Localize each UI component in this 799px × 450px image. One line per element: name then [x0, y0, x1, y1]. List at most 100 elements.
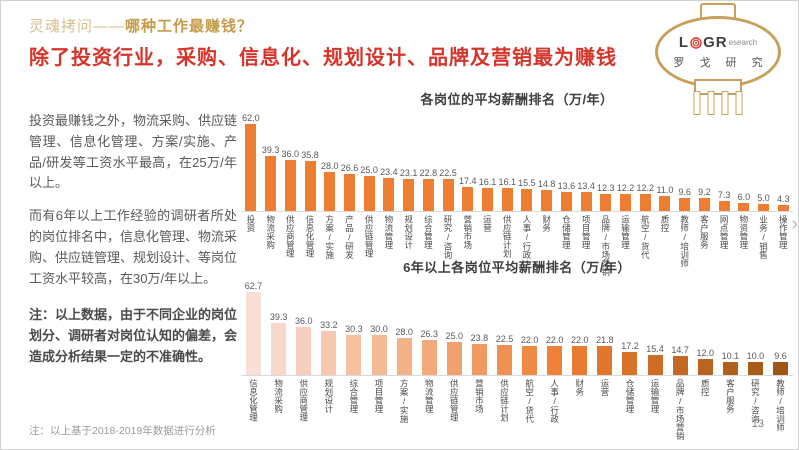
chevron-right-icon[interactable]: › — [791, 213, 798, 235]
category-label: 运营 — [482, 215, 493, 232]
bar-column: 9.6 — [675, 186, 695, 211]
eyebrow-title: 灵魂拷问——哪种工作最赚钱？ — [29, 15, 253, 36]
bar-column: 15.5 — [517, 177, 537, 211]
bar — [346, 334, 362, 375]
bar-column: 10.0 — [743, 350, 768, 375]
bar-column: 23.1 — [399, 167, 419, 211]
category-label: 供应商管理 — [285, 215, 296, 258]
bar-value-label: 9.6 — [678, 186, 691, 197]
logo-logresearch: L GR esearch 罗 戈 研 究 — [652, 3, 784, 115]
bar-column: 62.7 — [241, 280, 266, 375]
commentary-paragraph-1: 投资最赚钱之外，物流采购、供应链管理、信息化管理、方案/实施、产品/研发等工资水… — [29, 113, 238, 191]
bar — [296, 327, 312, 375]
category-label: 客户服务 — [725, 379, 736, 413]
bar-value-label: 14.7 — [671, 344, 689, 355]
category-label: 综合管理 — [348, 379, 359, 413]
bar-column: 30.0 — [366, 323, 391, 375]
commentary-paragraph-2: 而有6年以上工作经验的调研者所处的岗位排名中，信息化管理、物流采购、供应链管理、… — [29, 208, 238, 286]
bar — [496, 345, 512, 375]
brand-suffix: esearch — [728, 38, 758, 47]
bar — [245, 124, 257, 211]
category-label: 教师/培训师 — [679, 215, 690, 268]
category-label: 供应链管理 — [449, 379, 460, 422]
bar-column: 17.4 — [458, 175, 478, 211]
category-label: 品牌/市场营销 — [675, 379, 686, 440]
bar-column: 23.4 — [379, 166, 399, 211]
bar-value-label: 22.0 — [571, 334, 589, 345]
bar-column: 36.0 — [291, 315, 316, 375]
bar-value-label: 11.0 — [656, 184, 674, 195]
bar-value-label: 33.2 — [320, 320, 338, 331]
lantern-tassels — [693, 91, 743, 115]
category-label: 研究/咨询 — [443, 215, 454, 259]
category-label: 营销市场 — [462, 215, 473, 249]
category-label: 项目管理 — [374, 379, 385, 413]
category-label: 航空/货代 — [640, 215, 651, 259]
category-label: 投资 — [245, 215, 256, 232]
bar-value-label: 23.1 — [399, 167, 418, 178]
bar-value-label: 26.3 — [420, 329, 438, 340]
bar — [442, 179, 454, 211]
bar-value-label: 22.5 — [439, 168, 457, 179]
category-label: 物流管理 — [383, 215, 394, 249]
bar — [521, 189, 533, 211]
bar — [697, 359, 713, 375]
bar — [639, 193, 651, 211]
bar — [698, 198, 710, 211]
bar-value-label: 30.3 — [345, 323, 363, 334]
eyebrow-prefix: 灵魂拷问—— — [29, 18, 126, 35]
bar-column: 22.5 — [492, 333, 517, 375]
target-icon — [690, 36, 702, 49]
bar-value-label: 16.1 — [498, 177, 516, 188]
bar-column: 21.8 — [592, 334, 617, 375]
bar-column: 22.0 — [542, 334, 567, 375]
category-label: 供应链管理 — [364, 215, 375, 258]
bar-value-label: 25.0 — [360, 164, 378, 175]
bar-value-label: 23.8 — [470, 332, 489, 343]
bar — [422, 179, 434, 211]
chart-title: 6年以上各岗位平均薪酬排名（万/年） — [403, 260, 631, 275]
bar-column: 12.2 — [635, 182, 655, 211]
bar-value-label: 9.2 — [698, 187, 711, 198]
bar-column: 22.8 — [418, 167, 438, 211]
data-accuracy-note: 注：以上数据，由于不同企业的岗位划分、调研者对岗位认知的偏差，会造成分析结果一定… — [29, 307, 238, 364]
bar-column: 9.2 — [695, 186, 715, 211]
bar — [747, 361, 763, 375]
category-label: 航空/货代 — [524, 379, 535, 423]
category-label: 仓储管理 — [561, 215, 572, 249]
bar-value-label: 12.2 — [616, 182, 635, 193]
bar — [321, 331, 337, 375]
bar-value-label: 16.1 — [478, 177, 497, 188]
bar-value-label: 17.4 — [459, 175, 477, 186]
bar — [597, 346, 613, 375]
bar-column: 30.3 — [341, 323, 366, 375]
bar-value-label: 10.0 — [746, 350, 765, 361]
bar-value-label: 26.6 — [340, 162, 359, 173]
bar-value-label: 12.0 — [696, 348, 714, 359]
bar — [396, 337, 412, 375]
bar-column: 12.3 — [596, 182, 616, 211]
bar-value-label: 4.3 — [777, 193, 790, 204]
category-label: 供应链计划 — [499, 379, 510, 422]
bar — [672, 355, 688, 375]
category-label: 质控 — [700, 379, 711, 396]
bar-value-label: 62.0 — [242, 113, 260, 123]
bar — [722, 361, 738, 375]
page-number: 13 — [751, 418, 764, 430]
bar-column: 6.0 — [734, 191, 754, 211]
bar-value-label: 35.8 — [301, 149, 319, 160]
bar-value-label: 30.0 — [370, 324, 388, 335]
category-label: 物流采购 — [265, 215, 276, 249]
bar-column: 12.2 — [616, 182, 636, 211]
bar — [541, 190, 553, 211]
bar — [471, 343, 487, 375]
bar-value-label: 39.3 — [261, 144, 280, 155]
bar — [403, 178, 415, 211]
bar — [462, 186, 474, 211]
bar — [481, 188, 493, 211]
category-label: 信息化管理 — [305, 215, 316, 258]
bar-column: 36.0 — [280, 148, 300, 211]
bar-column: 62.0 — [241, 112, 261, 211]
category-label: 信息化管理 — [248, 379, 259, 422]
